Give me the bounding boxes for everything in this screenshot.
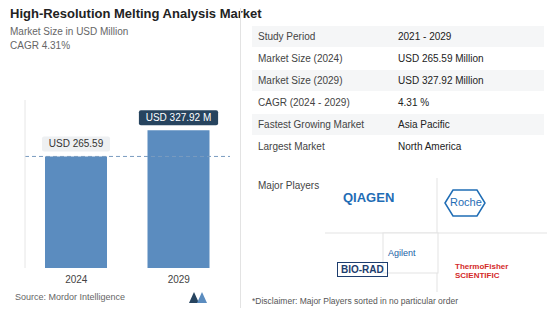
html-text:ThermoFisher SCIENTIFIC: ThermoFisher SCIENTIFIC bbox=[455, 262, 509, 280]
html-text:CAGR (2024 - 2029): CAGR (2024 - 2029) bbox=[258, 97, 350, 108]
html-text:North America: North America bbox=[398, 141, 462, 152]
html-text:Largest Market: Largest Market bbox=[258, 141, 325, 152]
html-text:Market Size (2024): Market Size (2024) bbox=[258, 53, 343, 64]
html-text:Roche: Roche bbox=[450, 196, 482, 208]
svg-text:USD 265.59: USD 265.59 bbox=[49, 138, 104, 149]
html-text:Major Players: Major Players bbox=[258, 180, 320, 191]
html-text:*Disclaimer: Major Players sor: *Disclaimer: Major Players sorted in no … bbox=[252, 296, 458, 306]
html-text:Source: Mordor Intelligence: Source: Mordor Intelligence bbox=[15, 292, 126, 302]
html-text:High-Resolution Melting Analys: High-Resolution Melting Analysis Market bbox=[10, 6, 262, 21]
html-text:4.31 %: 4.31 % bbox=[398, 97, 430, 108]
html-text:Agilent: Agilent bbox=[388, 248, 416, 258]
html-text:2021 - 2029: 2021 - 2029 bbox=[398, 31, 452, 42]
svg-text:2029: 2029 bbox=[168, 274, 191, 285]
html-text:BIO-RAD: BIO-RAD bbox=[341, 264, 384, 275]
html-text:Fastest Growing Market: Fastest Growing Market bbox=[258, 119, 365, 130]
html-text:Study Period: Study Period bbox=[258, 31, 316, 42]
html-text:Asia Pacific: Asia Pacific bbox=[398, 119, 450, 130]
svg-text:2024: 2024 bbox=[65, 274, 88, 285]
html-text:QIAGEN: QIAGEN bbox=[343, 190, 395, 205]
html-text:CAGR 4.31%: CAGR 4.31% bbox=[10, 40, 70, 51]
html-text:Market Size (2029): Market Size (2029) bbox=[258, 75, 343, 86]
svg-text:USD 327.92 M: USD 327.92 M bbox=[146, 112, 212, 123]
html-text:Market Size in USD Million: Market Size in USD Million bbox=[10, 26, 129, 37]
html-text:USD 327.92 Million: USD 327.92 Million bbox=[398, 75, 484, 86]
html-text:USD 265.59 Million: USD 265.59 Million bbox=[398, 53, 484, 64]
